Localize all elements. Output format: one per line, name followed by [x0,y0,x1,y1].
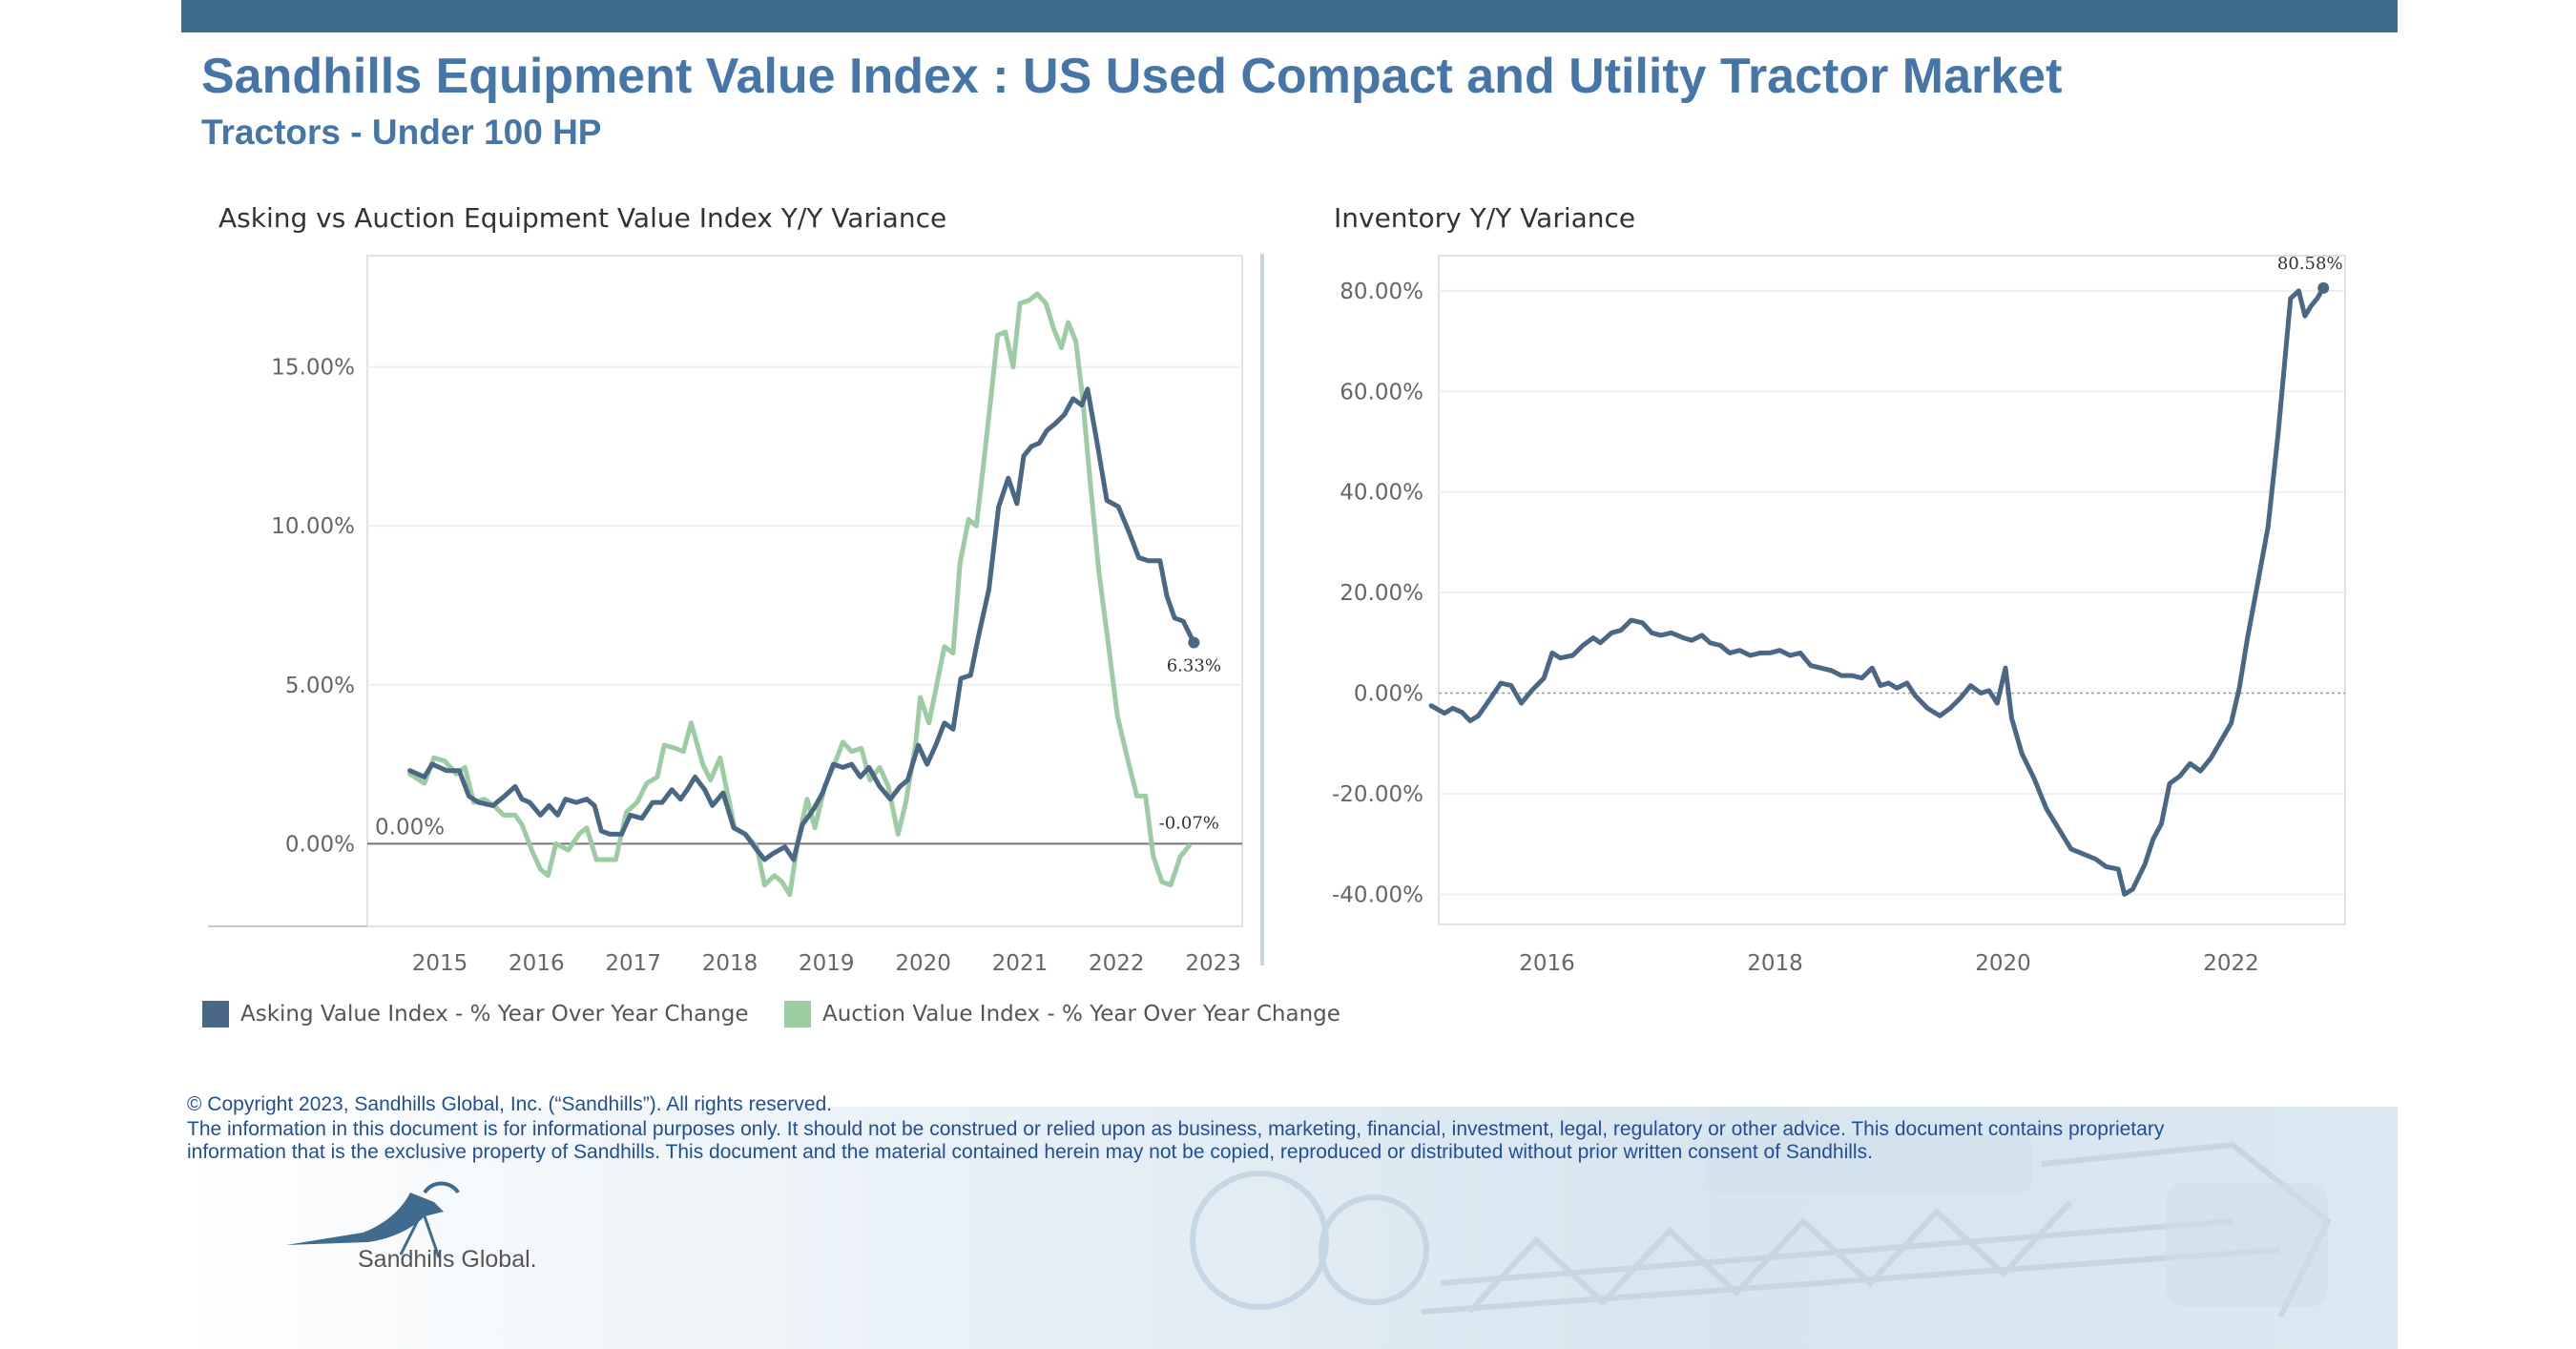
right-chart-frame [1438,255,2346,925]
page-title: Sandhills Equipment Value Index : US Use… [201,49,2063,104]
legend-swatch-auction [784,1001,811,1027]
left-x-tick-label: 2022 [1089,951,1145,976]
footer-disclaimer-line-2: information that is the exclusive proper… [187,1141,1873,1163]
right-x-tick-label: 2020 [1975,951,2031,976]
sandhills-crane-logo-icon [286,1181,460,1258]
footer-disclaimer-line-1: The information in this document is for … [187,1118,2165,1140]
left-x-tick-label: 2019 [799,951,855,976]
logo-text: Sandhills Global. [358,1246,537,1273]
asking-series-line [407,386,1196,862]
page-subtitle: Tractors - Under 100 HP [201,113,602,152]
right-x-tick-label: 2018 [1747,951,1803,976]
legend-label-asking: Asking Value Index - % Year Over Year Ch… [240,1002,749,1027]
left-y-tick-label: 10.00% [271,514,355,539]
left-x-tick-label: 2015 [412,951,468,976]
auction-series-line [407,291,1192,898]
left-x-tick-label: 2020 [895,951,951,976]
left-y-tick-label: 5.00% [285,674,355,698]
right-y-tick-label: -20.00% [1332,782,1423,807]
left-chart-frame [366,255,1243,927]
right-y-tick-label: 40.00% [1340,481,1423,506]
inventory-end-point [2317,281,2330,294]
auction-end-label: -0.07% [1159,814,1219,834]
right-grid [1439,289,2345,896]
left-x-tick-label: 2021 [992,951,1049,976]
left-chart-title: Asking vs Auction Equipment Value Index … [218,202,947,234]
right-x-tick-label: 2022 [2203,951,2259,976]
right-y-tick-label: 60.00% [1340,380,1423,405]
right-y-tick-label: 0.00% [1354,682,1423,707]
footer-copyright: © Copyright 2023, Sandhills Global, Inc.… [187,1093,833,1115]
header-bar [181,0,2398,32]
right-x-ticks: 2016 2018 2020 2022 [1519,951,2259,976]
right-y-tick-label: 80.00% [1340,280,1423,304]
left-zero-label: 0.00% [375,815,445,840]
left-x-tick-label: 2018 [702,951,758,976]
right-y-tick-label: 20.00% [1340,581,1423,606]
right-x-tick-label: 2016 [1519,951,1575,976]
legend-swatch-asking [202,1001,229,1027]
asking-end-point [1188,636,1200,649]
left-x-tick-label: 2017 [605,951,661,976]
asking-end-label: 6.33% [1167,655,1221,675]
right-chart-title: Inventory Y/Y Variance [1334,202,1636,234]
left-x-ticks: 2015 2016 2017 2018 2019 2020 2021 2022 2023 [412,951,1241,976]
left-x-tick-label: 2016 [509,951,565,976]
right-y-ticks: -40.00% -20.00% 0.00% 20.00% 40.00% 60.00% 80.… [1332,280,1423,907]
left-y-tick-label: 15.00% [271,356,355,381]
inventory-series-line [1428,285,2326,897]
left-y-ticks: 0.00% 5.00% 10.00% 15.00% [271,356,355,858]
inventory-end-label: 80.58% [2277,254,2343,274]
left-grid [367,365,1242,686]
footer-machinery-art [1190,1135,2332,1318]
legend-item-asking: Asking Value Index - % Year Over Year Ch… [202,998,749,1030]
legend-item-auction: Auction Value Index - % Year Over Year C… [784,998,1340,1030]
left-y-tick-label: 0.00% [285,832,355,857]
right-y-tick-label: -40.00% [1332,882,1423,907]
left-x-tick-label: 2023 [1185,951,1241,976]
footer-background [181,1107,2398,1349]
legend-label-auction: Auction Value Index - % Year Over Year C… [822,1002,1340,1027]
